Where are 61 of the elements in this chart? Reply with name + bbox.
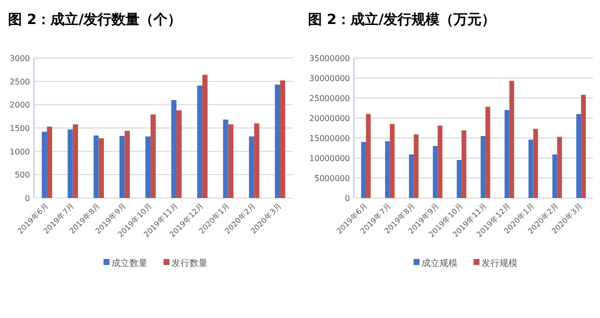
bar xyxy=(68,129,73,198)
y-tick-label: 3000 xyxy=(10,54,30,63)
y-tick-label: 1000 xyxy=(10,147,30,156)
bar xyxy=(274,84,280,198)
bar xyxy=(385,141,390,198)
bar xyxy=(528,140,534,198)
legend-label: 成立数量 xyxy=(112,258,148,269)
y-tick-label: 15000000 xyxy=(309,134,350,143)
y-tick-label: 0 xyxy=(344,194,350,203)
y-tick-label: 5000000 xyxy=(314,174,350,183)
legend-label: 发行规模 xyxy=(482,258,518,269)
bar xyxy=(145,136,151,198)
bar xyxy=(98,138,104,198)
bar xyxy=(480,136,486,198)
bar xyxy=(124,130,130,198)
y-tick-label: 2000 xyxy=(10,100,30,110)
bar xyxy=(228,124,234,198)
bar xyxy=(408,154,414,198)
bar xyxy=(171,100,176,198)
bar xyxy=(462,130,466,198)
bar xyxy=(119,136,125,198)
bar xyxy=(248,136,254,198)
bar xyxy=(280,80,286,198)
bar xyxy=(223,120,228,198)
y-tick-label: 25000000 xyxy=(309,94,350,103)
bar xyxy=(46,126,52,198)
bar xyxy=(576,114,582,198)
bar xyxy=(414,134,419,198)
bar xyxy=(509,80,514,198)
bar xyxy=(94,135,99,198)
bar xyxy=(557,136,562,198)
bar xyxy=(42,132,47,198)
y-tick-label: 10000000 xyxy=(309,154,350,163)
y-tick-label: 0 xyxy=(24,194,30,203)
chart-title: 图 2：成立/发行规模（万元） xyxy=(308,11,496,28)
bar xyxy=(197,86,202,198)
bar xyxy=(581,94,586,198)
bar xyxy=(504,110,510,198)
bar xyxy=(361,142,366,198)
bar xyxy=(202,74,208,198)
bar xyxy=(485,106,490,198)
bar xyxy=(254,123,260,198)
y-tick-label: 30000000 xyxy=(309,74,350,83)
y-tick-label: 500 xyxy=(14,170,30,180)
bar xyxy=(438,126,442,198)
bar xyxy=(533,128,538,198)
bar xyxy=(176,110,182,198)
bar xyxy=(366,114,371,198)
bar xyxy=(432,146,438,198)
bar xyxy=(456,160,462,198)
bar xyxy=(72,124,78,198)
bar xyxy=(390,124,395,198)
bar xyxy=(552,154,558,198)
chart-title: 图 2：成立/发行数量（个） xyxy=(8,11,182,28)
y-tick-label: 20000000 xyxy=(309,114,350,123)
y-tick-label: 35000000 xyxy=(309,54,350,63)
y-tick-label: 2500 xyxy=(10,77,30,86)
y-tick-label: 1500 xyxy=(10,124,30,133)
legend-label: 成立规模 xyxy=(422,258,458,269)
bar xyxy=(150,114,156,198)
legend-label: 发行数量 xyxy=(172,258,208,269)
